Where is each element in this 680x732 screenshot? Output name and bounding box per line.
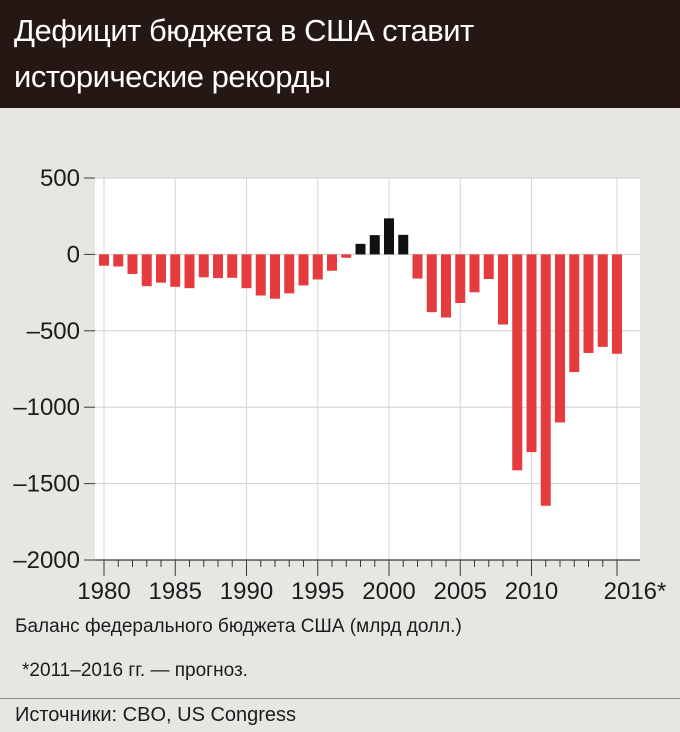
- bar-2012: [555, 254, 565, 423]
- x-tick-label: 2005: [434, 578, 487, 605]
- bar-1991: [255, 254, 266, 296]
- y-tick-label: 0: [67, 241, 80, 268]
- x-tick-label: 2016*: [604, 578, 667, 605]
- bar-2005: [455, 254, 466, 303]
- bar-2011: [540, 254, 551, 506]
- bar-1989: [227, 254, 238, 278]
- x-tick-label: 1995: [291, 578, 344, 605]
- bar-2001: [398, 234, 409, 255]
- y-axis-ticks: 500 0 –500 –1000 –1500 –2000: [13, 165, 95, 574]
- bar-1996: [327, 254, 337, 271]
- bar-chart: 500 0 –500 –1000 –1500 –2000 1980 1985 1990 1995…: [13, 165, 667, 605]
- bar-1985: [170, 254, 181, 287]
- x-axis: 1980 1985 1990 1995 2000 2005 2010 2016*: [77, 559, 667, 605]
- bar-1981: [113, 254, 124, 267]
- bar-2013: [569, 254, 580, 373]
- bar-1986: [184, 254, 195, 289]
- bars: [99, 218, 622, 506]
- bar-1988: [213, 254, 223, 279]
- bar-2008: [498, 254, 508, 325]
- bar-2016: [612, 254, 622, 354]
- bar-1982: [127, 254, 138, 274]
- bar-1990: [241, 254, 252, 289]
- chart-caption: Баланс федерального бюджета США (млрд до…: [15, 616, 462, 637]
- bar-2009: [512, 254, 523, 471]
- sources-line: Источники: CBO, US Congress: [0, 698, 680, 732]
- bar-1980: [99, 254, 109, 266]
- x-tick-label: 2000: [362, 578, 415, 605]
- bar-2014: [583, 254, 594, 353]
- bar-1993: [284, 254, 295, 294]
- bar-1999: [369, 235, 380, 255]
- bar-1994: [298, 254, 309, 286]
- bar-1997: [341, 254, 352, 258]
- bar-2015: [597, 254, 608, 347]
- x-tick-label: 1980: [77, 578, 130, 605]
- x-tick-label: 1990: [220, 578, 273, 605]
- bar-1992: [270, 254, 280, 299]
- x-tick-label: 1985: [149, 578, 202, 605]
- grid-lines: [95, 177, 640, 561]
- y-tick-label: –1500: [13, 471, 80, 498]
- y-tick-label: –2000: [13, 547, 80, 574]
- bar-1984: [156, 254, 166, 283]
- y-tick-label: 500: [40, 165, 80, 192]
- forecast-footnote: *2011–2016 гг. — прогноз.: [22, 660, 248, 681]
- bar-2007: [483, 254, 494, 280]
- bar-2003: [426, 254, 437, 313]
- y-tick-label: –1000: [13, 394, 80, 421]
- chart-title: Дефицит бюджета в США ставит исторически…: [0, 0, 680, 108]
- y-tick-label: –500: [27, 318, 80, 345]
- bar-1987: [198, 254, 209, 278]
- bar-1998: [355, 243, 366, 255]
- bar-2006: [469, 254, 480, 293]
- bar-2002: [412, 254, 423, 279]
- bar-2010: [526, 254, 537, 453]
- bar-1995: [312, 254, 323, 280]
- bar-1983: [141, 254, 152, 287]
- x-tick-label: 2010: [505, 578, 558, 605]
- bar-2004: [441, 254, 451, 318]
- bar-2000: [384, 218, 394, 255]
